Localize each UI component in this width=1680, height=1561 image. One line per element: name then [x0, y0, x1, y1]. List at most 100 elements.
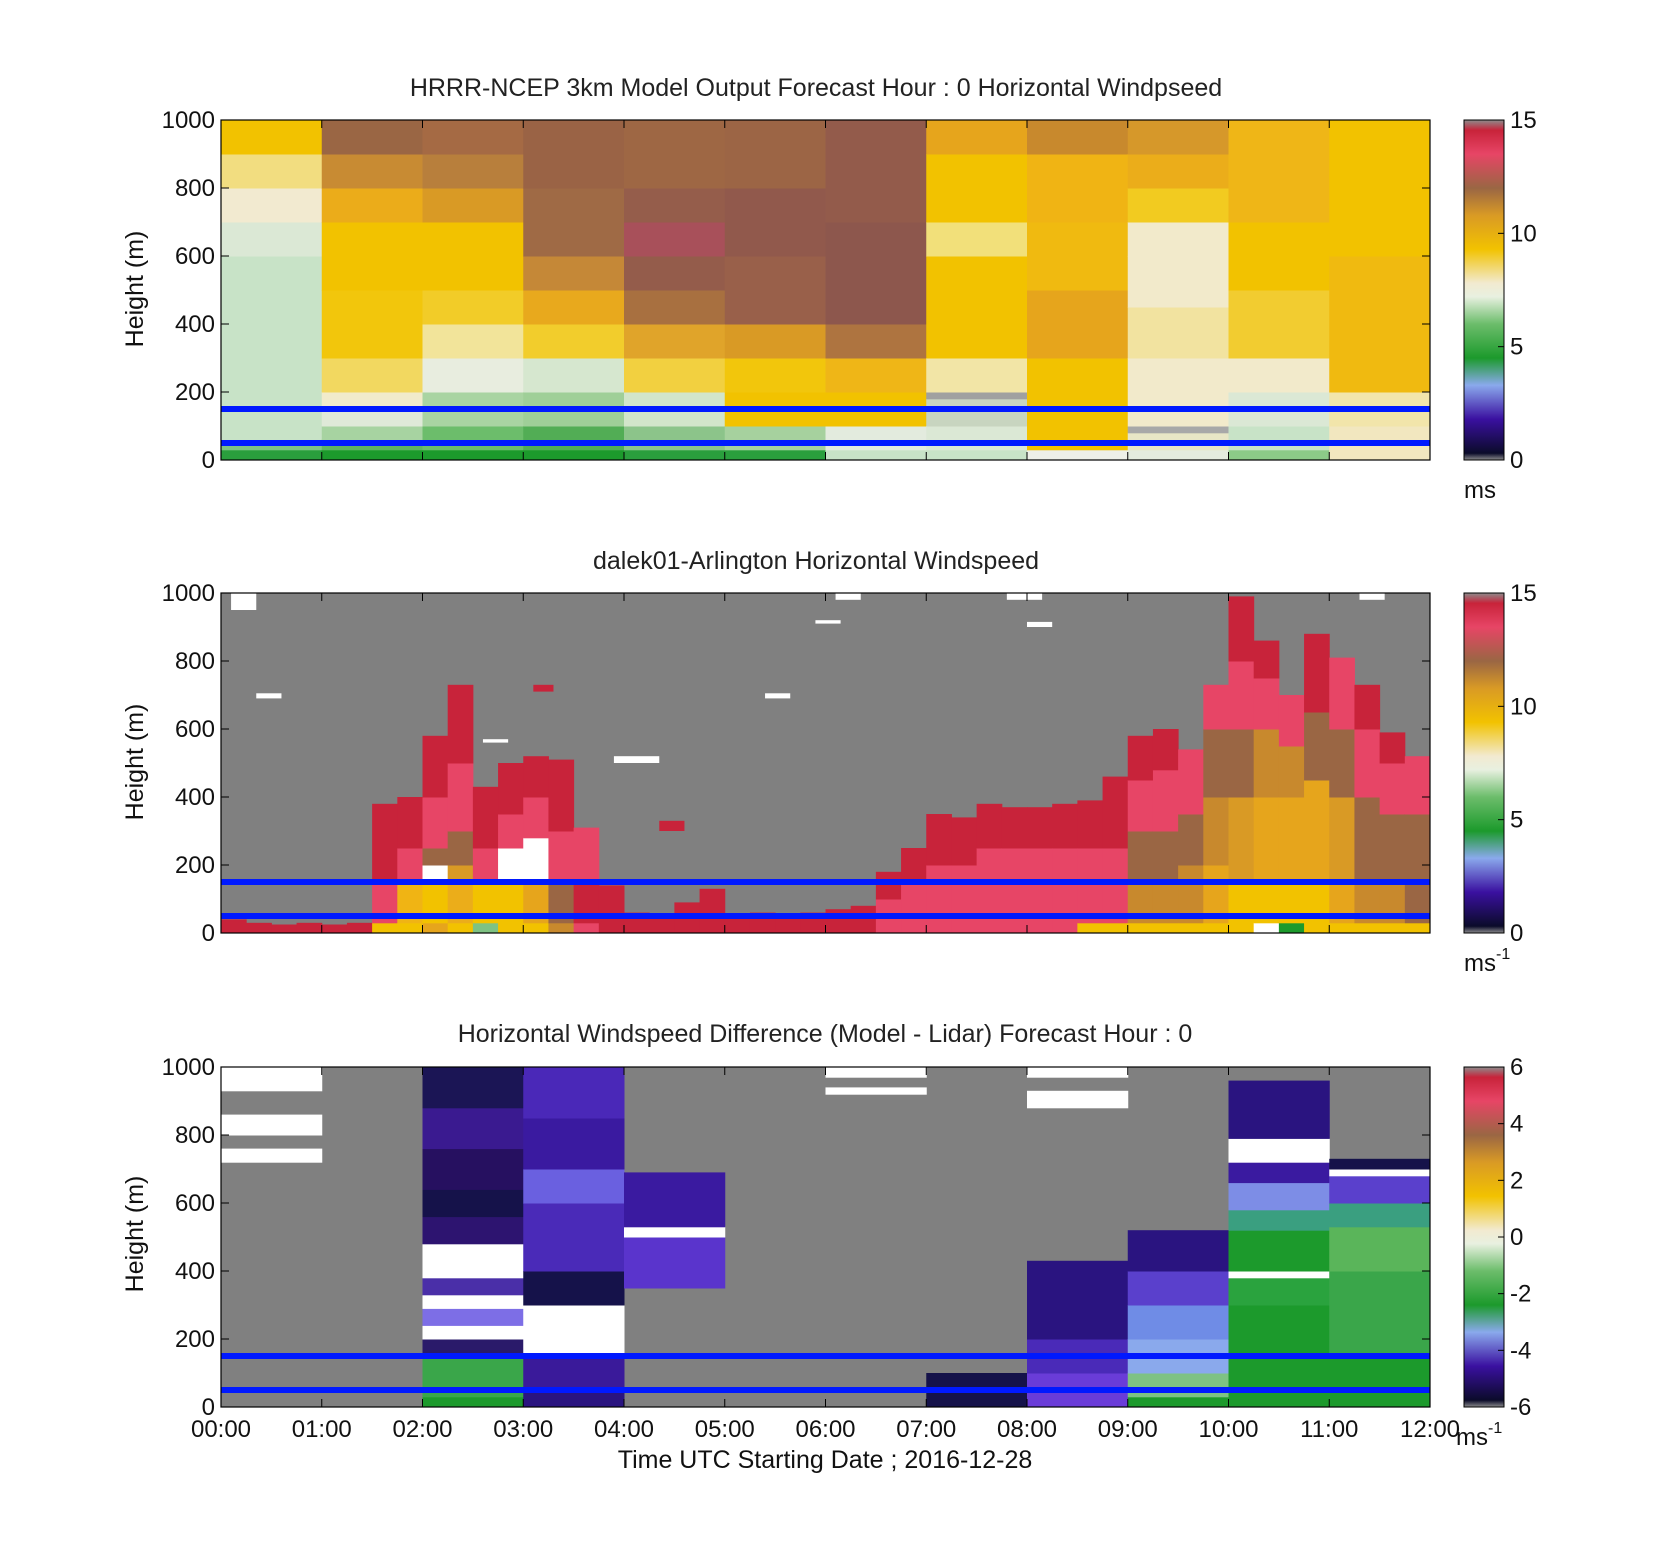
plot-area: 0 200 400 600 800 1000: [162, 580, 1431, 947]
heatmap-cell: [221, 1067, 323, 1092]
heatmap-cell: [624, 324, 726, 359]
panel-title: dalek01-Arlington Horizontal Windspeed: [593, 547, 1039, 575]
heatmap-cell: [523, 1356, 625, 1391]
heatmap-cell: [1027, 848, 1053, 934]
heatmap-cell: [1127, 222, 1229, 257]
colorbar-unit-superscript: -1: [1488, 1420, 1502, 1437]
heatmap-cell: [523, 426, 625, 451]
heatmap-cell: [951, 817, 978, 866]
heatmap-cell: [523, 922, 549, 934]
heatmap-cell: [1127, 256, 1229, 308]
heatmap-cell: [1001, 807, 1028, 849]
heatmap-cell: [1304, 780, 1330, 883]
heatmap-cell: [271, 924, 298, 934]
heatmap-cell: [1228, 1271, 1330, 1279]
heatmap-cell: [1228, 358, 1330, 393]
heatmap-cell: [1278, 695, 1305, 747]
colorbar-tick-label: 0: [1510, 1224, 1523, 1251]
heatmap-cell: [221, 256, 323, 393]
heatmap-cell: [422, 1308, 524, 1326]
heatmap-cell: [815, 620, 841, 624]
heatmap-cell: [624, 188, 726, 223]
heatmap-cell: [221, 120, 323, 155]
colorbar: 0 5 10 15 ms: [1463, 107, 1537, 504]
heatmap-cell: [523, 358, 625, 393]
heatmap-cell: [422, 358, 524, 393]
heatmap-cell: [1027, 1067, 1129, 1078]
heatmap-cell: [523, 449, 625, 461]
heatmap-cell: [1228, 1230, 1330, 1272]
heatmap-cell: [256, 693, 282, 699]
heatmap-cell: [573, 922, 600, 934]
x-tick-label: 10:00: [1198, 1416, 1258, 1443]
heatmap-cell: [1228, 729, 1255, 798]
heatmap-cell: [1027, 621, 1053, 627]
heatmap-cell: [296, 922, 323, 934]
heatmap-cell: [1253, 922, 1280, 934]
colorbar-gradient: [1463, 592, 1505, 934]
model-windspeed-panel: HRRR-NCEP 3km Model Output Forecast Hour…: [121, 74, 1537, 504]
heatmap-cell: [1152, 922, 1179, 934]
heatmap-cell: [221, 919, 247, 934]
heatmap-cell: [498, 922, 524, 934]
heatmap-cell: [825, 449, 927, 461]
heatmap-cell: [573, 827, 600, 883]
colorbar-tick-label: -6: [1510, 1394, 1531, 1421]
heatmap-cell: [1329, 1356, 1431, 1408]
heatmap-cell: [1203, 684, 1229, 730]
y-tick-label: 1000: [162, 1054, 215, 1081]
heatmap-cell: [825, 426, 927, 451]
colorbar-tick-label: 15: [1510, 107, 1537, 134]
heatmap-cell: [1304, 922, 1330, 934]
heatmap-cell: [498, 814, 524, 849]
heatmap-cell: [422, 922, 449, 934]
heatmap-cell: [397, 848, 423, 883]
heatmap-cell: [1203, 922, 1229, 934]
heatmap-cell: [724, 324, 826, 359]
heatmap-cell: [321, 449, 423, 461]
heatmap-cell: [825, 1067, 927, 1078]
heatmap-cell: [1127, 780, 1154, 832]
heatmap-cell: [624, 1172, 726, 1228]
heatmap-cell: [825, 120, 927, 223]
heatmap-cell: [422, 1189, 524, 1218]
heatmap-cell: [1354, 922, 1381, 934]
heatmap-cell: [1228, 120, 1330, 223]
heatmap-cell: [1404, 756, 1431, 815]
heatmap-cell: [624, 449, 726, 461]
heatmap-cell: [372, 922, 398, 934]
heatmap-cell: [1127, 358, 1229, 427]
heatmap-cell: [850, 905, 877, 934]
x-tick-label: 03:00: [493, 1416, 553, 1443]
y-tick-label: 600: [175, 1190, 215, 1217]
heatmap-cell: [422, 1396, 524, 1408]
colorbar-tick-label: 0: [1510, 447, 1523, 474]
heatmap-cell: [1052, 848, 1078, 934]
y-axis-label: Height (m): [121, 704, 149, 821]
heatmap-cell: [926, 814, 952, 866]
heatmap-cell: [624, 426, 726, 451]
x-tick-label: 04:00: [594, 1416, 654, 1443]
heatmap-cell: [1127, 426, 1229, 434]
colorbar-unit: ms-1: [1456, 1420, 1502, 1451]
colorbar-unit: ms: [1464, 477, 1496, 504]
x-tick-label: 06:00: [795, 1416, 855, 1443]
heatmap-cell: [1404, 922, 1431, 934]
heatmap-cell: [624, 222, 726, 257]
y-tick-label: 800: [175, 1122, 215, 1149]
heatmap-cell: [1329, 1271, 1431, 1357]
heatmap-cell: [926, 426, 1028, 451]
heatmap-cell: [1077, 800, 1104, 849]
y-tick-label: 1000: [162, 580, 215, 607]
heatmap-cell: [835, 593, 861, 600]
heatmap-cell: [1329, 922, 1355, 934]
plot-area: 0 200 400 600 800 1000: [162, 107, 1431, 474]
heatmap-cell: [1127, 922, 1154, 934]
colorbar: 0 5 10 15 ms-1: [1463, 580, 1537, 977]
heatmap-cell: [926, 154, 1028, 223]
heatmap-cell: [321, 358, 423, 393]
heatmap-cell: [1379, 814, 1406, 883]
heatmap-cell: [523, 324, 625, 359]
heatmap-cell: [447, 831, 474, 866]
colorbar-tick-label: -4: [1510, 1337, 1531, 1364]
